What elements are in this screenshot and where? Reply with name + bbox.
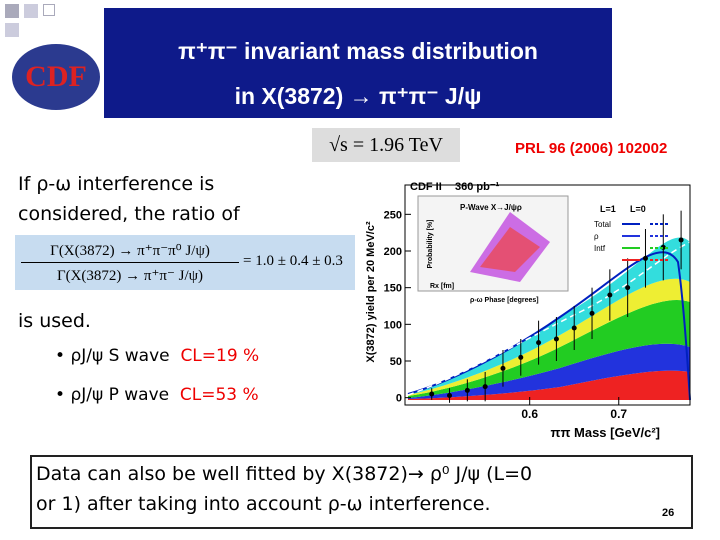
energy: √s = 1.96 TeV — [312, 128, 460, 162]
inset-title: P-Wave X→J/ψρ — [460, 203, 522, 212]
y-tick-label: 150 — [384, 283, 402, 295]
inset-surface — [480, 227, 540, 272]
title-line: π⁺π⁻ invariant mass distribution — [178, 38, 538, 64]
data-point — [429, 391, 435, 397]
decor — [5, 4, 19, 18]
figure: P-Wave X→J/ψρ Probability [%] Rx [fm] ρ-… — [365, 181, 691, 440]
data-point — [589, 310, 595, 316]
fig-label: CDF II — [410, 181, 442, 193]
data-point — [571, 325, 577, 331]
data-point — [518, 354, 524, 360]
y-tick-label: 250 — [384, 209, 402, 221]
y-tick-label: 100 — [384, 319, 402, 331]
legend-header: L=0 — [630, 204, 646, 214]
data-point — [464, 387, 470, 393]
y-tick-label: 50 — [390, 356, 402, 368]
numerator: Γ(X(3872) → π⁺π⁻π⁰ J/ψ) — [50, 243, 210, 259]
y-axis-label: X(3872) yield per 20 MeV/c² — [365, 221, 377, 363]
data-point — [607, 292, 613, 298]
conclusion-line: or 1) after taking into account ρ-ω inte… — [36, 493, 491, 515]
fit-band — [408, 370, 690, 400]
legend-label: Intf — [594, 244, 606, 253]
reference: PRL 96 (2006) 102002 — [515, 140, 668, 157]
legend-label: Total — [594, 220, 611, 229]
x-axis-label: ππ Mass [GeV/c²] — [551, 425, 661, 440]
plot-frame — [404, 184, 691, 406]
after-text: is used. — [18, 310, 91, 332]
data-point — [500, 365, 506, 371]
data-point — [625, 285, 631, 291]
legend-header: L=1 — [600, 204, 616, 214]
fraction-bar — [21, 262, 239, 263]
data-point — [553, 336, 559, 342]
data-point — [536, 340, 542, 346]
logo: CDF — [12, 44, 100, 110]
y-tick-label: 0 — [396, 393, 402, 405]
bullet-cl: CL=53 % — [179, 385, 259, 405]
y-tick-label: 200 — [384, 246, 402, 258]
denominator: Γ(X(3872) → π⁺π⁻ J/ψ) — [56, 268, 204, 284]
inset-zlabel: Probability [%] — [427, 219, 434, 268]
header: π⁺π⁻ invariant mass distribution in X(38… — [104, 8, 612, 118]
fit-band — [408, 300, 690, 398]
bullet: • ρJ/ψ P wave CL=53 % — [55, 385, 259, 405]
conclusion-line: Data can also be well fitted by X(3872)→… — [36, 463, 533, 485]
data-point — [642, 255, 648, 261]
conclusion-box: Data can also be well fitted by X(3872)→… — [30, 455, 693, 529]
decor — [5, 23, 19, 37]
data-point — [447, 392, 453, 398]
intro-line: If ρ-ω interference is — [18, 173, 215, 195]
formula: Γ(X(3872) → π⁺π⁻π⁰ J/ψ) Γ(X(3872) → π⁺π⁻… — [15, 235, 355, 290]
legend-label: ω — [594, 256, 600, 265]
bullet-cl: CL=19 % — [180, 346, 260, 366]
fit-curve — [407, 241, 691, 396]
bullet: • ρJ/ψ S wave CL=19 % — [55, 346, 260, 366]
intro-line: considered, the ratio of — [18, 203, 240, 225]
legend-label: ρ — [594, 232, 599, 241]
page-number: 26 — [662, 507, 675, 519]
logo-text: CDF — [25, 60, 87, 93]
x-tick-label: 0.6 — [521, 407, 538, 421]
inset-xlabel: Rx [fm] — [430, 283, 454, 290]
fit-band — [408, 278, 690, 396]
fig-luminosity: 360 pb⁻¹ — [455, 181, 500, 193]
title-line: in X(3872) → π⁺π⁻ J/ψ — [234, 83, 482, 109]
x-tick-label: 0.7 — [610, 407, 627, 421]
fit-band — [408, 343, 690, 399]
bullet-text: ρJ/ψ S wave — [70, 346, 170, 366]
data-point — [482, 384, 488, 390]
fit-curve — [407, 251, 691, 401]
data-point — [678, 237, 684, 243]
decor — [24, 4, 38, 18]
decor — [43, 4, 55, 16]
inset-ylabel: ρ-ω Phase [degrees] — [470, 297, 539, 304]
bullet-text: ρJ/ψ P wave — [70, 385, 170, 405]
result: = 1.0 ± 0.4 ± 0.3 — [243, 253, 343, 269]
